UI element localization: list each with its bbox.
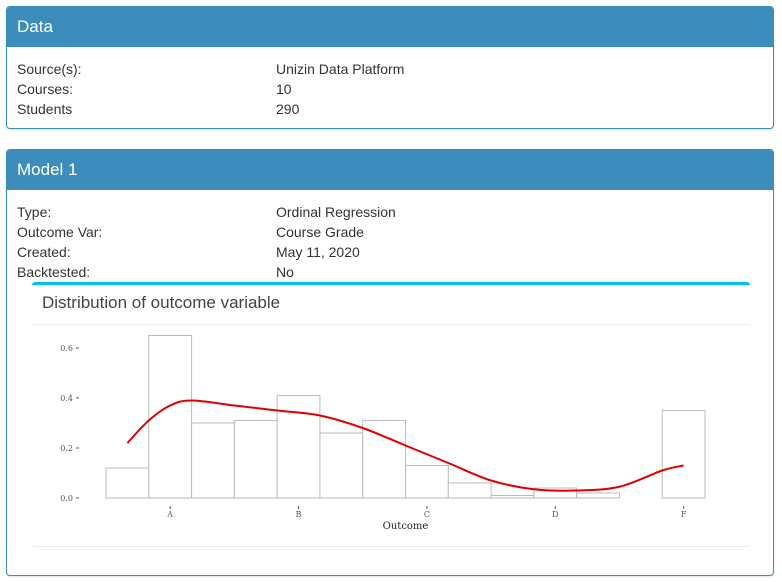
data-row-value: Unizin Data Platform	[276, 61, 405, 77]
model-row-key: Type:	[17, 204, 52, 220]
model-panel: Model 1 Type: Ordinal Regression Outcome…	[6, 149, 774, 576]
histogram-bar	[576, 492, 620, 499]
data-panel: Data Source(s): Unizin Data Platform Cou…	[6, 6, 774, 129]
data-row-key: Source(s):	[17, 61, 82, 77]
histogram-bar	[233, 420, 278, 499]
chart-card-divider	[32, 324, 750, 325]
histogram-bar	[447, 482, 492, 499]
data-row-key: Courses:	[17, 81, 74, 97]
density-curve	[126, 399, 684, 492]
y-axis-tick-label: 0.0	[60, 494, 73, 503]
x-axis-tick-label: C	[424, 510, 430, 519]
x-axis-tick-label: B	[296, 510, 302, 519]
model-row-value: No	[276, 264, 294, 280]
x-axis-tick-label: F	[681, 510, 687, 519]
model-row-key: Outcome Var:	[17, 224, 103, 240]
histogram-bar	[405, 465, 449, 499]
model-row-key: Backtested:	[17, 264, 91, 280]
y-axis-tick-label: 0.2	[60, 444, 73, 453]
model-panel-header: Model 1	[7, 150, 773, 190]
histogram-bar	[490, 495, 535, 499]
x-axis-tick-label: A	[166, 510, 173, 519]
histogram-bar	[148, 335, 193, 499]
chart-card-title: Distribution of outcome variable	[42, 293, 281, 312]
model-row-value: May 11, 2020	[276, 244, 360, 260]
x-axis-title: Outcome	[383, 521, 429, 532]
y-axis-tick-label: 0.6	[60, 344, 73, 353]
data-row-key: Students	[17, 101, 73, 117]
outcome-distribution-chart: 0.0 0.2 0.4 0.6 A B C D F Outcome	[60, 335, 706, 532]
histogram-bar	[191, 422, 235, 499]
histogram-bar	[362, 420, 407, 499]
histogram-bar	[105, 467, 150, 499]
y-axis-tick-label: 0.4	[60, 394, 73, 403]
model-row-value: Ordinal Regression	[276, 204, 396, 220]
x-axis-tick-label: D	[552, 510, 558, 519]
model-row-value: Course Grade	[276, 224, 364, 240]
data-row-value: 290	[276, 101, 300, 117]
histogram-bar	[661, 410, 706, 499]
data-panel-header: Data	[7, 7, 773, 47]
chart-card: Distribution of outcome variable 0.0 0.2 0…	[32, 282, 750, 546]
histogram-bar	[319, 432, 364, 499]
model-row-key: Created:	[17, 244, 71, 260]
data-row-value: 10	[276, 81, 292, 97]
